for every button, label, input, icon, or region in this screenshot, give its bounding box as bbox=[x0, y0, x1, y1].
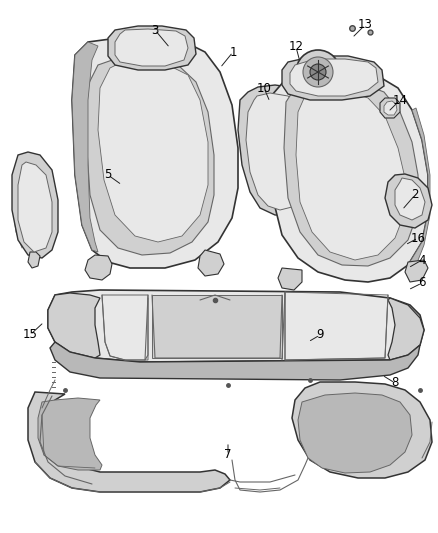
Text: 14: 14 bbox=[392, 93, 407, 107]
Polygon shape bbox=[238, 85, 318, 215]
Circle shape bbox=[310, 64, 326, 80]
Polygon shape bbox=[48, 293, 100, 358]
Circle shape bbox=[296, 50, 340, 94]
Polygon shape bbox=[408, 108, 430, 268]
Text: 8: 8 bbox=[391, 376, 399, 390]
Text: 2: 2 bbox=[411, 189, 419, 201]
Text: 1: 1 bbox=[229, 45, 237, 59]
Polygon shape bbox=[296, 88, 405, 260]
Circle shape bbox=[303, 57, 333, 87]
Text: 7: 7 bbox=[224, 448, 232, 462]
Polygon shape bbox=[72, 42, 98, 252]
Polygon shape bbox=[152, 295, 282, 358]
Polygon shape bbox=[48, 290, 424, 362]
Polygon shape bbox=[28, 392, 230, 492]
Polygon shape bbox=[292, 382, 432, 478]
Polygon shape bbox=[28, 252, 40, 268]
Polygon shape bbox=[38, 398, 102, 470]
Polygon shape bbox=[268, 70, 428, 282]
Polygon shape bbox=[282, 56, 384, 100]
Text: 12: 12 bbox=[289, 41, 304, 53]
Text: 16: 16 bbox=[410, 231, 425, 245]
Polygon shape bbox=[115, 29, 188, 66]
Polygon shape bbox=[395, 178, 425, 220]
Polygon shape bbox=[284, 80, 418, 266]
Text: 4: 4 bbox=[418, 254, 426, 266]
Polygon shape bbox=[385, 174, 432, 228]
Text: 13: 13 bbox=[357, 19, 372, 31]
Polygon shape bbox=[384, 101, 397, 115]
Text: 15: 15 bbox=[23, 328, 37, 342]
Polygon shape bbox=[50, 342, 420, 380]
Polygon shape bbox=[388, 298, 424, 360]
Polygon shape bbox=[18, 162, 52, 252]
Polygon shape bbox=[380, 98, 400, 118]
Text: 6: 6 bbox=[418, 277, 426, 289]
Polygon shape bbox=[108, 26, 196, 70]
Polygon shape bbox=[290, 59, 378, 96]
Polygon shape bbox=[72, 38, 238, 268]
Text: 10: 10 bbox=[257, 82, 272, 94]
Polygon shape bbox=[246, 93, 310, 210]
Polygon shape bbox=[405, 260, 428, 282]
Text: 9: 9 bbox=[316, 328, 324, 342]
Polygon shape bbox=[98, 62, 208, 242]
Polygon shape bbox=[85, 255, 112, 280]
Text: 3: 3 bbox=[151, 23, 159, 36]
Polygon shape bbox=[278, 268, 302, 290]
Text: 5: 5 bbox=[104, 168, 112, 182]
Polygon shape bbox=[298, 393, 412, 473]
Polygon shape bbox=[86, 58, 214, 255]
Polygon shape bbox=[198, 250, 224, 276]
Polygon shape bbox=[12, 152, 58, 258]
